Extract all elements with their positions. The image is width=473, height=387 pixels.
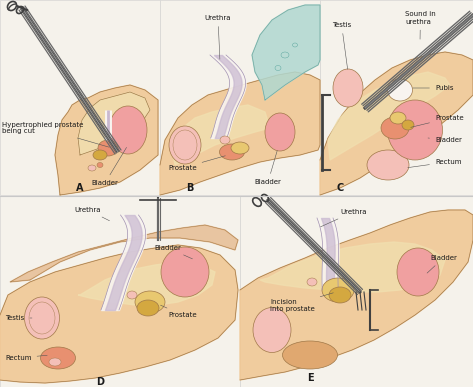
Text: Urethra: Urethra [321,209,367,227]
Polygon shape [78,262,215,305]
Polygon shape [328,72,450,160]
Ellipse shape [253,308,291,353]
Text: Hypertrophied prostate
being cut: Hypertrophied prostate being cut [2,122,109,147]
Ellipse shape [390,112,406,124]
Polygon shape [160,72,320,195]
Ellipse shape [98,140,118,156]
Polygon shape [252,5,320,100]
Ellipse shape [88,165,96,171]
Text: B: B [186,183,193,193]
Ellipse shape [307,278,317,286]
Text: C: C [336,183,343,193]
Polygon shape [10,225,238,282]
Ellipse shape [109,106,147,154]
Polygon shape [240,210,473,380]
Text: Incision
into prostate: Incision into prostate [270,293,333,312]
Text: Sound in
urethra: Sound in urethra [405,12,436,39]
FancyBboxPatch shape [320,0,473,195]
Ellipse shape [25,297,60,339]
FancyBboxPatch shape [0,0,160,195]
Ellipse shape [169,126,201,164]
Text: Urethra: Urethra [205,15,231,59]
Text: Bladder: Bladder [92,147,127,186]
Ellipse shape [402,120,414,130]
Ellipse shape [219,144,245,160]
Polygon shape [320,52,473,195]
Ellipse shape [387,79,412,101]
Ellipse shape [49,358,61,366]
Text: Bladder: Bladder [155,245,193,259]
Text: Rectum: Rectum [5,355,47,361]
Text: Bladder: Bladder [254,151,281,185]
Ellipse shape [137,300,159,316]
Text: Pubis: Pubis [413,85,454,91]
Text: Prostate: Prostate [160,305,197,318]
Ellipse shape [397,248,439,296]
Ellipse shape [367,150,409,180]
Ellipse shape [127,291,137,299]
Text: Rectum: Rectum [408,159,462,168]
Ellipse shape [161,247,209,297]
Ellipse shape [333,69,363,107]
Text: Prostate: Prostate [168,156,225,171]
Text: D: D [96,377,104,387]
Ellipse shape [381,117,409,139]
Text: Prostate: Prostate [411,115,464,127]
FancyBboxPatch shape [0,196,240,387]
Ellipse shape [387,100,443,160]
Ellipse shape [231,142,249,154]
Polygon shape [78,92,150,155]
Ellipse shape [135,291,165,313]
Ellipse shape [282,341,338,369]
Ellipse shape [322,278,354,302]
Polygon shape [0,245,238,383]
Text: Testis: Testis [332,22,351,69]
FancyBboxPatch shape [160,0,320,195]
Text: E: E [307,373,313,383]
Ellipse shape [93,150,107,160]
FancyBboxPatch shape [240,196,473,387]
Ellipse shape [265,113,295,151]
Ellipse shape [41,347,76,369]
Text: Bladder: Bladder [428,137,462,143]
Text: A: A [76,183,84,193]
Polygon shape [260,242,445,292]
Polygon shape [55,85,158,195]
Ellipse shape [329,287,351,303]
Text: Bladder: Bladder [427,255,457,273]
Text: Testis: Testis [5,315,32,321]
Ellipse shape [220,136,230,144]
Text: Urethra: Urethra [75,207,110,221]
Ellipse shape [97,163,103,168]
Polygon shape [172,105,270,165]
